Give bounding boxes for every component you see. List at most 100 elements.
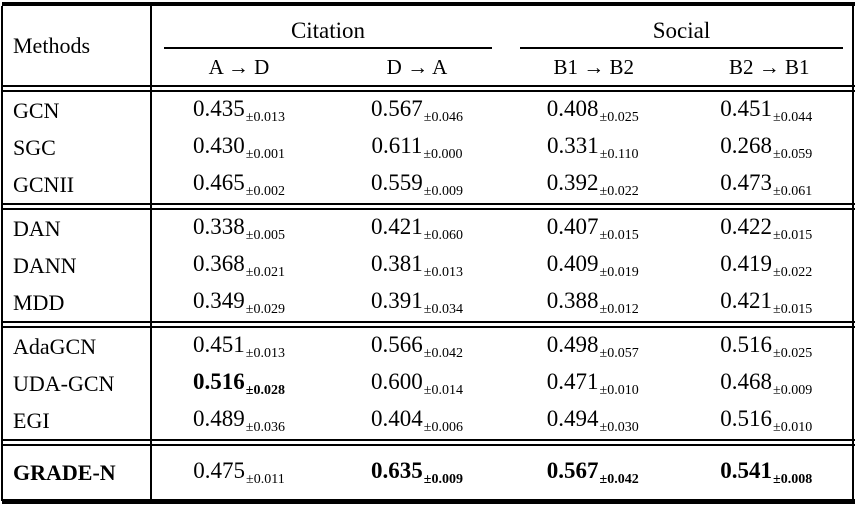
value-std: ±0.000	[423, 146, 463, 162]
value-std: ±0.010	[599, 382, 639, 398]
table-row-grade-n: GRADE-N 0.475±0.011 0.635±0.009 0.567±0.…	[0, 446, 857, 499]
methods-header-cell: Methods	[13, 32, 90, 58]
value-std: ±0.013	[423, 264, 463, 280]
value-mean: 0.404	[371, 405, 423, 431]
value-std: ±0.030	[599, 419, 639, 435]
value-cell: 0.468±0.009	[680, 369, 854, 399]
table-row-egi: EGI 0.489±0.036 0.404±0.006 0.494±0.030 …	[0, 402, 857, 439]
value-cell: 0.516±0.010	[680, 406, 854, 436]
table-row-dann: DANN 0.368±0.021 0.381±0.013 0.409±0.019…	[0, 247, 857, 284]
group-separator-rule	[2, 321, 855, 328]
value-cell: 0.516±0.025	[680, 332, 854, 362]
method-label: EGI	[13, 407, 50, 433]
value-std: ±0.014	[423, 382, 463, 398]
header-separator-rule	[2, 85, 855, 92]
top-rule	[2, 2, 855, 6]
method-label: GCN	[13, 97, 60, 123]
value-std: ±0.022	[773, 264, 813, 280]
value-std: ±0.005	[245, 227, 285, 243]
methods-column-separator-rule	[150, 6, 152, 501]
value-mean: 0.408	[546, 95, 599, 121]
value-std: ±0.060	[423, 227, 463, 243]
table-row-gcn: GCN 0.435±0.013 0.567±0.046 0.408±0.025 …	[0, 92, 857, 129]
value-cell: 0.566±0.042	[328, 332, 506, 362]
value-std: ±0.009	[423, 471, 463, 487]
header-groups: Citation A → D D → A Social B1 → B2 B2 →…	[150, 6, 857, 85]
value-cell: 0.388±0.012	[506, 288, 680, 318]
value-cell: 0.391±0.034	[328, 288, 506, 318]
value-mean: 0.468	[720, 368, 773, 394]
value-cell: 0.331±0.110	[506, 133, 680, 163]
value-std: ±0.012	[599, 301, 639, 317]
value-mean: 0.566	[371, 331, 423, 357]
method-label: DANN	[13, 252, 77, 278]
value-std: ±0.046	[423, 109, 463, 125]
method-label: SGC	[13, 134, 56, 160]
value-cell: 0.338±0.005	[150, 214, 328, 244]
table-row-gcnii: GCNII 0.465±0.002 0.559±0.009 0.392±0.02…	[0, 166, 857, 203]
value-mean: 0.338	[193, 213, 245, 239]
value-std: ±0.001	[245, 146, 285, 162]
value-cell: 0.567±0.042	[506, 458, 680, 488]
value-mean: 0.419	[720, 250, 773, 276]
value-std: ±0.015	[599, 227, 639, 243]
value-std: ±0.013	[245, 345, 285, 361]
value-cell: 0.465±0.002	[150, 170, 328, 200]
value-mean: 0.475	[193, 457, 246, 483]
value-std: ±0.008	[773, 471, 813, 487]
value-std: ±0.025	[773, 345, 813, 361]
bottom-rule	[2, 499, 855, 504]
value-mean: 0.349	[193, 287, 245, 313]
subheader-b1-to-b2: B1 → B2	[553, 54, 634, 79]
value-std: ±0.009	[423, 183, 463, 199]
value-std: ±0.011	[246, 471, 285, 487]
value-cell: 0.451±0.044	[680, 96, 854, 126]
table-row-sgc: SGC 0.430±0.001 0.611±0.000 0.331±0.110 …	[0, 129, 857, 166]
value-std: ±0.009	[773, 382, 813, 398]
method-label: AdaGCN	[13, 333, 97, 359]
group-underline-social	[520, 47, 843, 49]
value-mean: 0.600	[371, 368, 423, 394]
value-cell: 0.567±0.046	[328, 96, 506, 126]
value-mean: 0.409	[546, 250, 599, 276]
value-cell: 0.430±0.001	[150, 133, 328, 163]
value-std: ±0.042	[423, 345, 463, 361]
value-mean: 0.473	[720, 169, 773, 195]
value-cell: 0.368±0.021	[150, 251, 328, 281]
method-label: MDD	[13, 289, 65, 315]
value-std: ±0.015	[773, 301, 813, 317]
value-cell: 0.407±0.015	[506, 214, 680, 244]
table-header: Methods Citation A → D D → A Social B1 →…	[0, 6, 857, 85]
value-mean: 0.391	[371, 287, 423, 313]
value-cell: 0.473±0.061	[680, 170, 854, 200]
value-cell: 0.421±0.060	[328, 214, 506, 244]
value-std: ±0.036	[245, 419, 285, 435]
group-underline-citation	[164, 47, 492, 49]
value-mean: 0.421	[371, 213, 423, 239]
value-std: ±0.010	[773, 419, 813, 435]
value-cell: 0.635±0.009	[328, 458, 506, 488]
value-mean: 0.635	[371, 457, 423, 483]
value-mean: 0.392	[546, 169, 599, 195]
value-mean: 0.422	[720, 213, 773, 239]
value-mean: 0.451	[720, 95, 773, 121]
value-cell: 0.541±0.008	[680, 458, 854, 488]
value-cell: 0.451±0.013	[150, 332, 328, 362]
value-cell: 0.422±0.015	[680, 214, 854, 244]
group-separator-rule	[2, 203, 855, 210]
group-separator-rule	[2, 439, 855, 446]
value-mean: 0.268	[720, 132, 773, 158]
value-cell: 0.408±0.025	[506, 96, 680, 126]
value-cell: 0.475±0.011	[150, 458, 328, 488]
value-mean: 0.611	[371, 132, 423, 158]
value-mean: 0.407	[546, 213, 599, 239]
method-label: GCNII	[13, 171, 75, 197]
value-std: ±0.019	[599, 264, 639, 280]
value-std: ±0.015	[773, 227, 813, 243]
table-row-adagcn: AdaGCN 0.451±0.013 0.566±0.042 0.498±0.0…	[0, 328, 857, 365]
value-std: ±0.006	[423, 419, 463, 435]
value-mean: 0.567	[371, 95, 423, 121]
value-std: ±0.025	[599, 109, 639, 125]
subheader-a-to-d: A → D	[208, 54, 270, 79]
